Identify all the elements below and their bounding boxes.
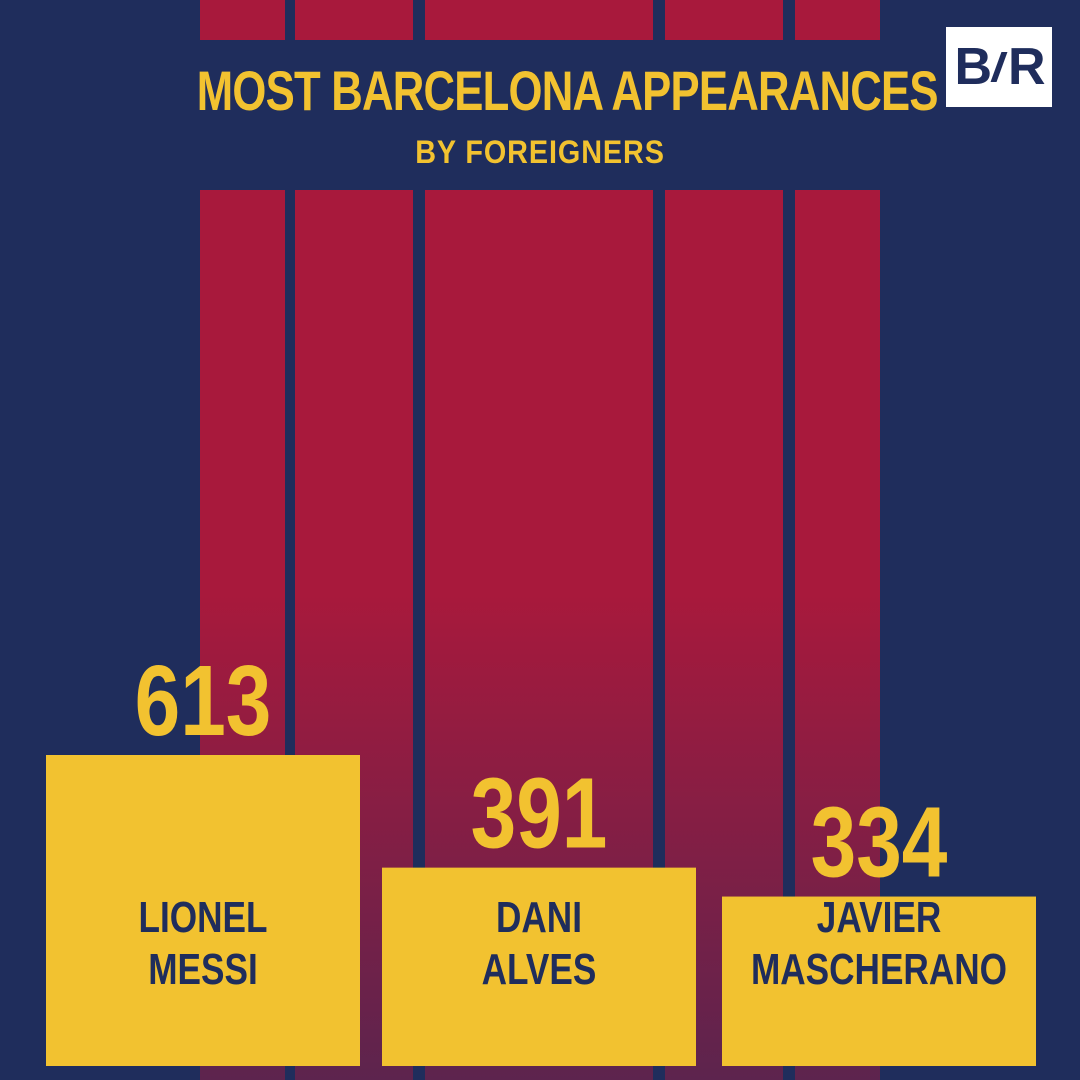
value-label-3: 334: [811, 787, 948, 899]
category-label-1-line-1: LIONEL: [138, 893, 267, 942]
category-label-3-line-1: JAVIER: [817, 893, 941, 942]
category-label-3-line-2: MASCHERANO: [751, 945, 1007, 994]
header-band: [0, 40, 1080, 190]
value-label-1: 613: [135, 645, 272, 757]
value-label-2: 391: [471, 758, 608, 870]
category-label-1-line-2: MESSI: [148, 945, 258, 994]
chart-title: MOST BARCELONA APPEARANCES: [196, 59, 939, 122]
bar-2: [382, 867, 696, 1066]
category-label-2-line-2: ALVES: [482, 945, 597, 994]
logo-letter-b: B: [954, 38, 992, 96]
category-label-2-line-1: DANI: [496, 893, 582, 942]
bar-1: [46, 755, 360, 1066]
bar-3: [722, 896, 1036, 1066]
chart-subtitle: BY FOREIGNERS: [415, 134, 665, 170]
logo-letter-r: R: [1008, 38, 1046, 96]
